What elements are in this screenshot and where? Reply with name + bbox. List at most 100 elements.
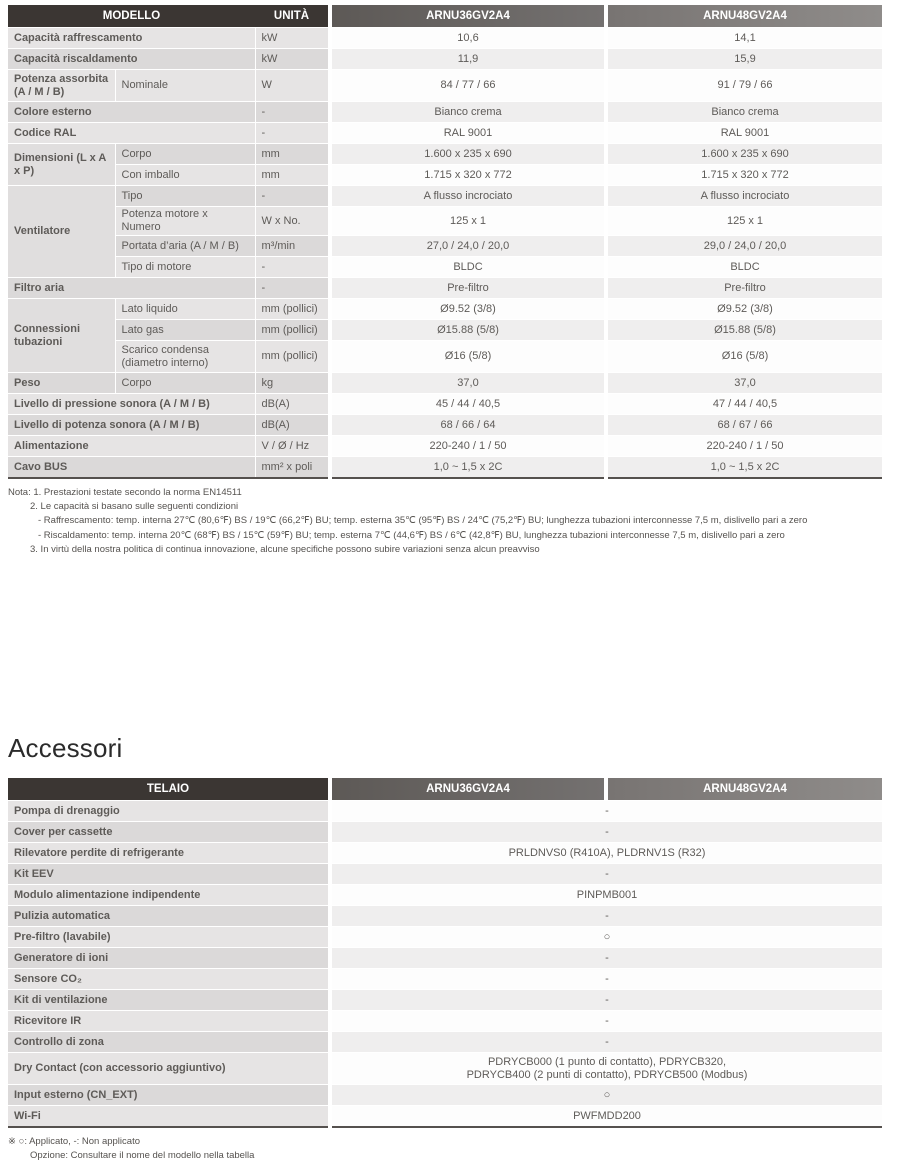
unit-cell: - xyxy=(254,101,330,123)
row-sublabel: Tipo di motore xyxy=(114,256,255,278)
value-cell: PWFMDD200 xyxy=(328,1105,882,1128)
unit-cell: W x No. xyxy=(254,206,330,236)
row-label: Cavo BUS xyxy=(8,456,255,478)
value-cell: - xyxy=(328,947,882,969)
table-row: Potenza assorbita (A / M / B) Nominale W 84… xyxy=(8,69,882,102)
value-cell: Ø15.88 (5/8) xyxy=(328,319,606,341)
value-cell: - xyxy=(328,1031,882,1053)
header-row: TELAIO ARNU36GV2A4 ARNU48GV2A4 xyxy=(8,778,882,801)
value-cell: 37,0 xyxy=(604,372,882,394)
unit-cell: - xyxy=(254,277,330,299)
unit-cell: mm xyxy=(254,143,330,165)
row-label: Controllo di zona xyxy=(8,1031,330,1053)
column-header: ARNU36GV2A4 xyxy=(328,778,606,801)
row-label: Colore esterno xyxy=(8,101,255,123)
row-label: Sensore CO₂ xyxy=(8,968,330,990)
value-cell: - xyxy=(328,863,882,885)
row-label: Alimentazione xyxy=(8,435,255,457)
table-row: Filtro aria - Pre-filtro Pre-filtro xyxy=(8,277,882,299)
unit-cell: - xyxy=(254,122,330,144)
column-header: ARNU36GV2A4 xyxy=(328,5,606,28)
unit-cell: mm (pollici) xyxy=(254,298,330,320)
row-label: Ricevitore IR xyxy=(8,1010,330,1032)
row-sublabel: Tipo xyxy=(114,185,255,207)
row-label: Input esterno (CN_EXT) xyxy=(8,1084,330,1106)
table-row: Pompa di drenaggio - xyxy=(8,800,882,822)
unit-cell: mm xyxy=(254,164,330,186)
column-header: ARNU48GV2A4 xyxy=(604,5,882,28)
row-sublabel: Corpo xyxy=(114,143,255,165)
table-row: Connessioni tubazioni Lato liquido mm (pol… xyxy=(8,298,882,373)
value-cell: Pre-filtro xyxy=(328,277,606,299)
value-cell: RAL 9001 xyxy=(328,122,606,144)
value-cell: Ø9.52 (3/8) xyxy=(604,298,882,320)
row-label: Capacità riscaldamento xyxy=(8,48,255,70)
row-label: Peso xyxy=(8,372,115,394)
table-row: Lato gas mm (pollici) Ø15.88 (5/8) Ø15.88 (… xyxy=(8,319,882,341)
table-row: Rilevatore perdite di refrigerante PRLDNV… xyxy=(8,842,882,864)
row-sublabel: Portata d’aria (A / M / B) xyxy=(114,235,255,257)
column-header: MODELLO xyxy=(8,5,255,28)
accessories-heading: Accessori xyxy=(8,733,123,764)
value-cell: PINPMB001 xyxy=(328,884,882,906)
value-cell: 29,0 / 24,0 / 20,0 xyxy=(604,235,882,257)
value-cell: Pre-filtro xyxy=(604,277,882,299)
unit-cell: kW xyxy=(254,27,330,49)
row-label: Dimensioni (L x A x P) xyxy=(8,143,115,186)
table-row: Con imballo mm 1.715 x 320 x 772 1.715 x 32… xyxy=(8,164,882,186)
accessories-table-header: TELAIO ARNU36GV2A4 ARNU48GV2A4 xyxy=(8,778,882,801)
row-label: Potenza assorbita (A / M / B) xyxy=(8,69,115,102)
value-cell: 1.600 x 235 x 690 xyxy=(604,143,882,165)
value-cell: 1,0 ~ 1,5 x 2C xyxy=(604,456,882,478)
value-cell: 27,0 / 24,0 / 20,0 xyxy=(328,235,606,257)
accessories-table-body: Pompa di drenaggio - Cover per cassette - Ri… xyxy=(8,800,882,1128)
column-header: TELAIO xyxy=(8,778,330,801)
value-cell: Ø15.88 (5/8) xyxy=(604,319,882,341)
value-cell: 91 / 79 / 66 xyxy=(604,69,882,102)
table-row: Kit EEV - xyxy=(8,863,882,885)
value-cell: Bianco crema xyxy=(604,101,882,123)
row-label: Rilevatore perdite di refrigerante xyxy=(8,842,330,864)
table-row: Pre-filtro (lavabile) ○ xyxy=(8,926,882,948)
table-row: Capacità raffrescamento kW 10,6 14,1 xyxy=(8,27,882,49)
spec-table: MODELLO UNITÀ ARNU36GV2A4 ARNU48GV2A4 Capac… xyxy=(8,5,882,479)
value-cell: BLDC xyxy=(604,256,882,278)
column-header: ARNU48GV2A4 xyxy=(604,778,882,801)
value-cell: - xyxy=(328,989,882,1011)
spec-table-header: MODELLO UNITÀ ARNU36GV2A4 ARNU48GV2A4 xyxy=(8,5,882,28)
table-row: Dimensioni (L x A x P) Corpo mm 1.600 x 235… xyxy=(8,143,882,186)
row-label: Pre-filtro (lavabile) xyxy=(8,926,330,948)
value-cell: ○ xyxy=(328,1084,882,1106)
table-row: Colore esterno - Bianco crema Bianco crema xyxy=(8,101,882,123)
row-sublabel: Potenza motore x Numero xyxy=(114,206,255,236)
table-row: Kit di ventilazione - xyxy=(8,989,882,1011)
value-cell: - xyxy=(328,821,882,843)
value-cell: 11,9 xyxy=(328,48,606,70)
row-label: Ventilatore xyxy=(8,185,115,278)
value-cell: - xyxy=(328,1010,882,1032)
value-cell: Ø16 (5/8) xyxy=(604,340,882,373)
value-cell: 47 / 44 / 40,5 xyxy=(604,393,882,415)
unit-cell: kg xyxy=(254,372,330,394)
value-cell: - xyxy=(328,905,882,927)
unit-cell: dB(A) xyxy=(254,393,330,415)
accessories-footnotes: ※ ○: Applicato, -: Non applicato Opzione:… xyxy=(8,1135,882,1163)
value-cell: Ø16 (5/8) xyxy=(328,340,606,373)
value-cell: - xyxy=(328,800,882,822)
table-row: Alimentazione V / Ø / Hz 220-240 / 1 / 50 2… xyxy=(8,435,882,457)
value-cell: 220-240 / 1 / 50 xyxy=(604,435,882,457)
row-sublabel: Scarico condensa (diametro interno) xyxy=(114,340,255,373)
table-row: Tipo di motore - BLDC BLDC xyxy=(8,256,882,278)
table-row: Dry Contact (con accessorio aggiuntivo) P… xyxy=(8,1052,882,1085)
unit-cell: dB(A) xyxy=(254,414,330,436)
table-row: Pulizia automatica - xyxy=(8,905,882,927)
table-row: Cavo BUS mm² x poli 1,0 ~ 1,5 x 2C 1,0 ~ 1,… xyxy=(8,456,882,478)
note-line: - Raffrescamento: temp. interna 27℃ (80,… xyxy=(38,515,808,527)
unit-cell: mm (pollici) xyxy=(254,319,330,341)
table-row: Ricevitore IR - xyxy=(8,1010,882,1032)
note-line: 2. Le capacità si basano sulle seguenti … xyxy=(30,501,239,513)
value-cell: 45 / 44 / 40,5 xyxy=(328,393,606,415)
note-line: - Riscaldamento: temp. interna 20℃ (68℉)… xyxy=(38,529,785,541)
row-sublabel: Lato liquido xyxy=(114,298,255,320)
